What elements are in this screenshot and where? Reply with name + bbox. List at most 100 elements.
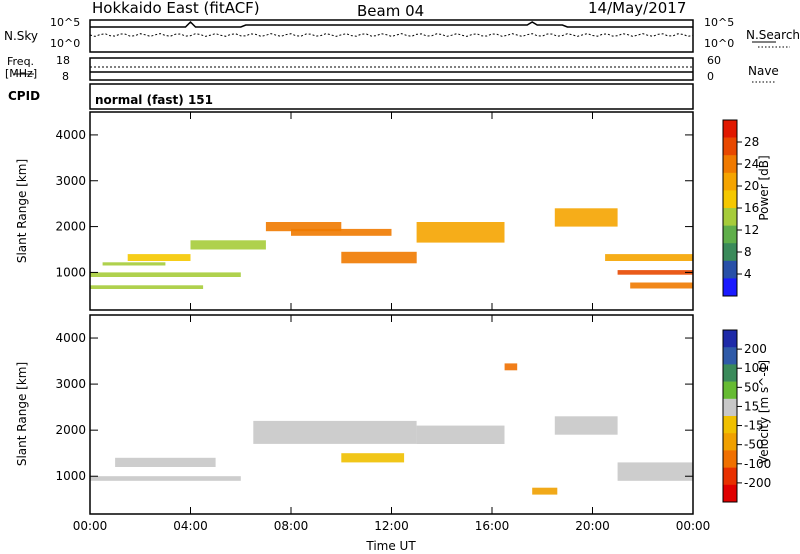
xtick-label: 12:00 xyxy=(374,519,409,533)
xtick-label: 16:00 xyxy=(475,519,510,533)
colorbar-swatch xyxy=(723,120,737,138)
echo-band-9 xyxy=(554,208,618,227)
echo-band-2 xyxy=(253,420,417,444)
colorbar-tick-label: 20 xyxy=(744,179,759,193)
xtick-label: 08:00 xyxy=(274,519,309,533)
echo-band-2 xyxy=(102,262,166,266)
colorbar-tick-label: 15 xyxy=(744,399,759,413)
nsky-line xyxy=(90,20,693,28)
echo-band-8 xyxy=(617,462,693,481)
echo-band-1 xyxy=(115,457,216,467)
echo-band-12 xyxy=(630,282,693,289)
ytick-label: 4000 xyxy=(55,331,86,345)
echo-band-6 xyxy=(291,228,392,236)
power-ylabel: Slant Range [km] xyxy=(15,158,29,264)
nsearch-line xyxy=(89,33,694,37)
colorbar-swatch xyxy=(723,364,737,382)
xtick-label: 04:00 xyxy=(173,519,208,533)
colorbar-tick-label: 28 xyxy=(744,135,759,149)
nave-tick-bottom: 0 xyxy=(707,70,714,83)
echo-band-10 xyxy=(617,270,693,275)
colorbar-tick-label: 16 xyxy=(744,201,759,215)
colorbar-tick-label: -100 xyxy=(744,457,771,471)
echo-band-5 xyxy=(504,363,518,371)
colorbar-tick-label: 200 xyxy=(744,342,767,356)
freq-tick-bottom: 8 xyxy=(62,70,69,83)
colorbar-swatch xyxy=(723,347,737,365)
colorbar-swatch xyxy=(723,398,737,417)
time-xlabel: Time UT xyxy=(366,539,416,553)
colorbar-tick-label: -200 xyxy=(744,476,771,490)
ytick-label: 2000 xyxy=(55,423,86,437)
colorbar-swatch xyxy=(723,467,737,486)
power-colorbar: 4 8 12 16 20 24 28 xyxy=(722,119,759,297)
echo-band-3 xyxy=(127,254,191,261)
nsky-label: N.Sky xyxy=(4,29,39,43)
colorbar-swatch xyxy=(723,172,737,191)
freq-label-2: [MHz] xyxy=(5,67,38,80)
colorbar-swatch xyxy=(723,278,737,297)
echo-band-4 xyxy=(190,240,266,250)
colorbar-tick-label: 8 xyxy=(744,245,752,259)
nsearch-tick-bottom: 10^0 xyxy=(704,37,735,50)
echo-band-5 xyxy=(265,222,342,232)
colorbar-swatch xyxy=(723,381,737,400)
colorbar-swatch xyxy=(723,433,737,451)
echo-band-7 xyxy=(554,416,618,435)
date-label: 14/May/2017 xyxy=(588,0,687,17)
ytick-label: 1000 xyxy=(55,469,86,483)
colorbar-tick-label: -15 xyxy=(744,419,764,433)
power-heatmap-panel: 1000 2000 3000 4000 xyxy=(55,111,694,311)
echo-band-7 xyxy=(341,251,417,264)
colorbar-tick-label: 100 xyxy=(744,361,767,375)
colorbar-swatch xyxy=(723,416,737,434)
colorbar-swatch xyxy=(723,190,737,209)
cpid-label: CPID xyxy=(8,89,41,103)
beam-label: Beam 04 xyxy=(357,2,425,20)
ytick-label: 2000 xyxy=(55,220,86,234)
power-colorbar-label: Power [dB] xyxy=(757,155,771,221)
colorbar-swatch xyxy=(723,484,737,503)
colorbar-swatch xyxy=(723,155,737,174)
ytick-label: 1000 xyxy=(55,265,86,279)
nsky-nsearch-panel xyxy=(89,19,694,53)
velocity-ylabel: Slant Range [km] xyxy=(15,361,29,467)
colorbar-tick-label: 4 xyxy=(744,267,752,281)
freq-nave-panel xyxy=(89,57,694,81)
echo-band-8 xyxy=(416,222,505,243)
colorbar-tick-label: 24 xyxy=(744,157,759,171)
colorbar-swatch xyxy=(723,260,737,279)
ytick-label: 3000 xyxy=(55,377,86,391)
nsky-tick-top: 10^5 xyxy=(50,16,81,29)
velocity-colorbar: 200 100 50 15 -15 -50 -100 -200 xyxy=(722,329,771,503)
echo-band-3 xyxy=(341,453,405,463)
xtick-label: 00:00 xyxy=(73,519,108,533)
nsearch-tick-top: 10^5 xyxy=(704,16,735,29)
ytick-label: 3000 xyxy=(55,174,86,188)
colorbar-swatch xyxy=(723,330,737,348)
nsearch-label: N.Search xyxy=(746,28,800,42)
xtick-label: 00:00 xyxy=(676,519,711,533)
echo-band-11 xyxy=(605,254,693,261)
colorbar-swatch xyxy=(723,225,737,244)
freq-tick-top: 18 xyxy=(56,54,70,67)
xtick-label: 20:00 xyxy=(575,519,610,533)
colorbar-swatch xyxy=(723,450,737,468)
echo-band-1 xyxy=(90,285,204,289)
echo-band-4 xyxy=(416,425,505,444)
velocity-colorbar-label: Velocity [m s^-1] xyxy=(757,359,771,465)
colorbar-swatch xyxy=(723,208,737,226)
colorbar-swatch xyxy=(723,137,737,156)
nave-label: Nave xyxy=(748,64,779,78)
velocity-heatmap-panel: 1000 2000 3000 4000 00:00 04:00 08:00 12:00 16:… xyxy=(55,112,710,533)
cpid-value: normal (fast) 151 xyxy=(95,93,213,107)
nave-tick-top: 60 xyxy=(707,54,721,67)
colorbar-swatch xyxy=(723,243,737,262)
echo-band-6 xyxy=(532,487,558,495)
freq-label-1: Freq. xyxy=(7,55,35,68)
nsky-tick-bottom: 10^0 xyxy=(50,37,81,50)
colorbar-tick-label: 50 xyxy=(744,380,759,394)
ytick-label: 4000 xyxy=(55,128,86,142)
station-title: Hokkaido East (fitACF) xyxy=(92,0,260,17)
